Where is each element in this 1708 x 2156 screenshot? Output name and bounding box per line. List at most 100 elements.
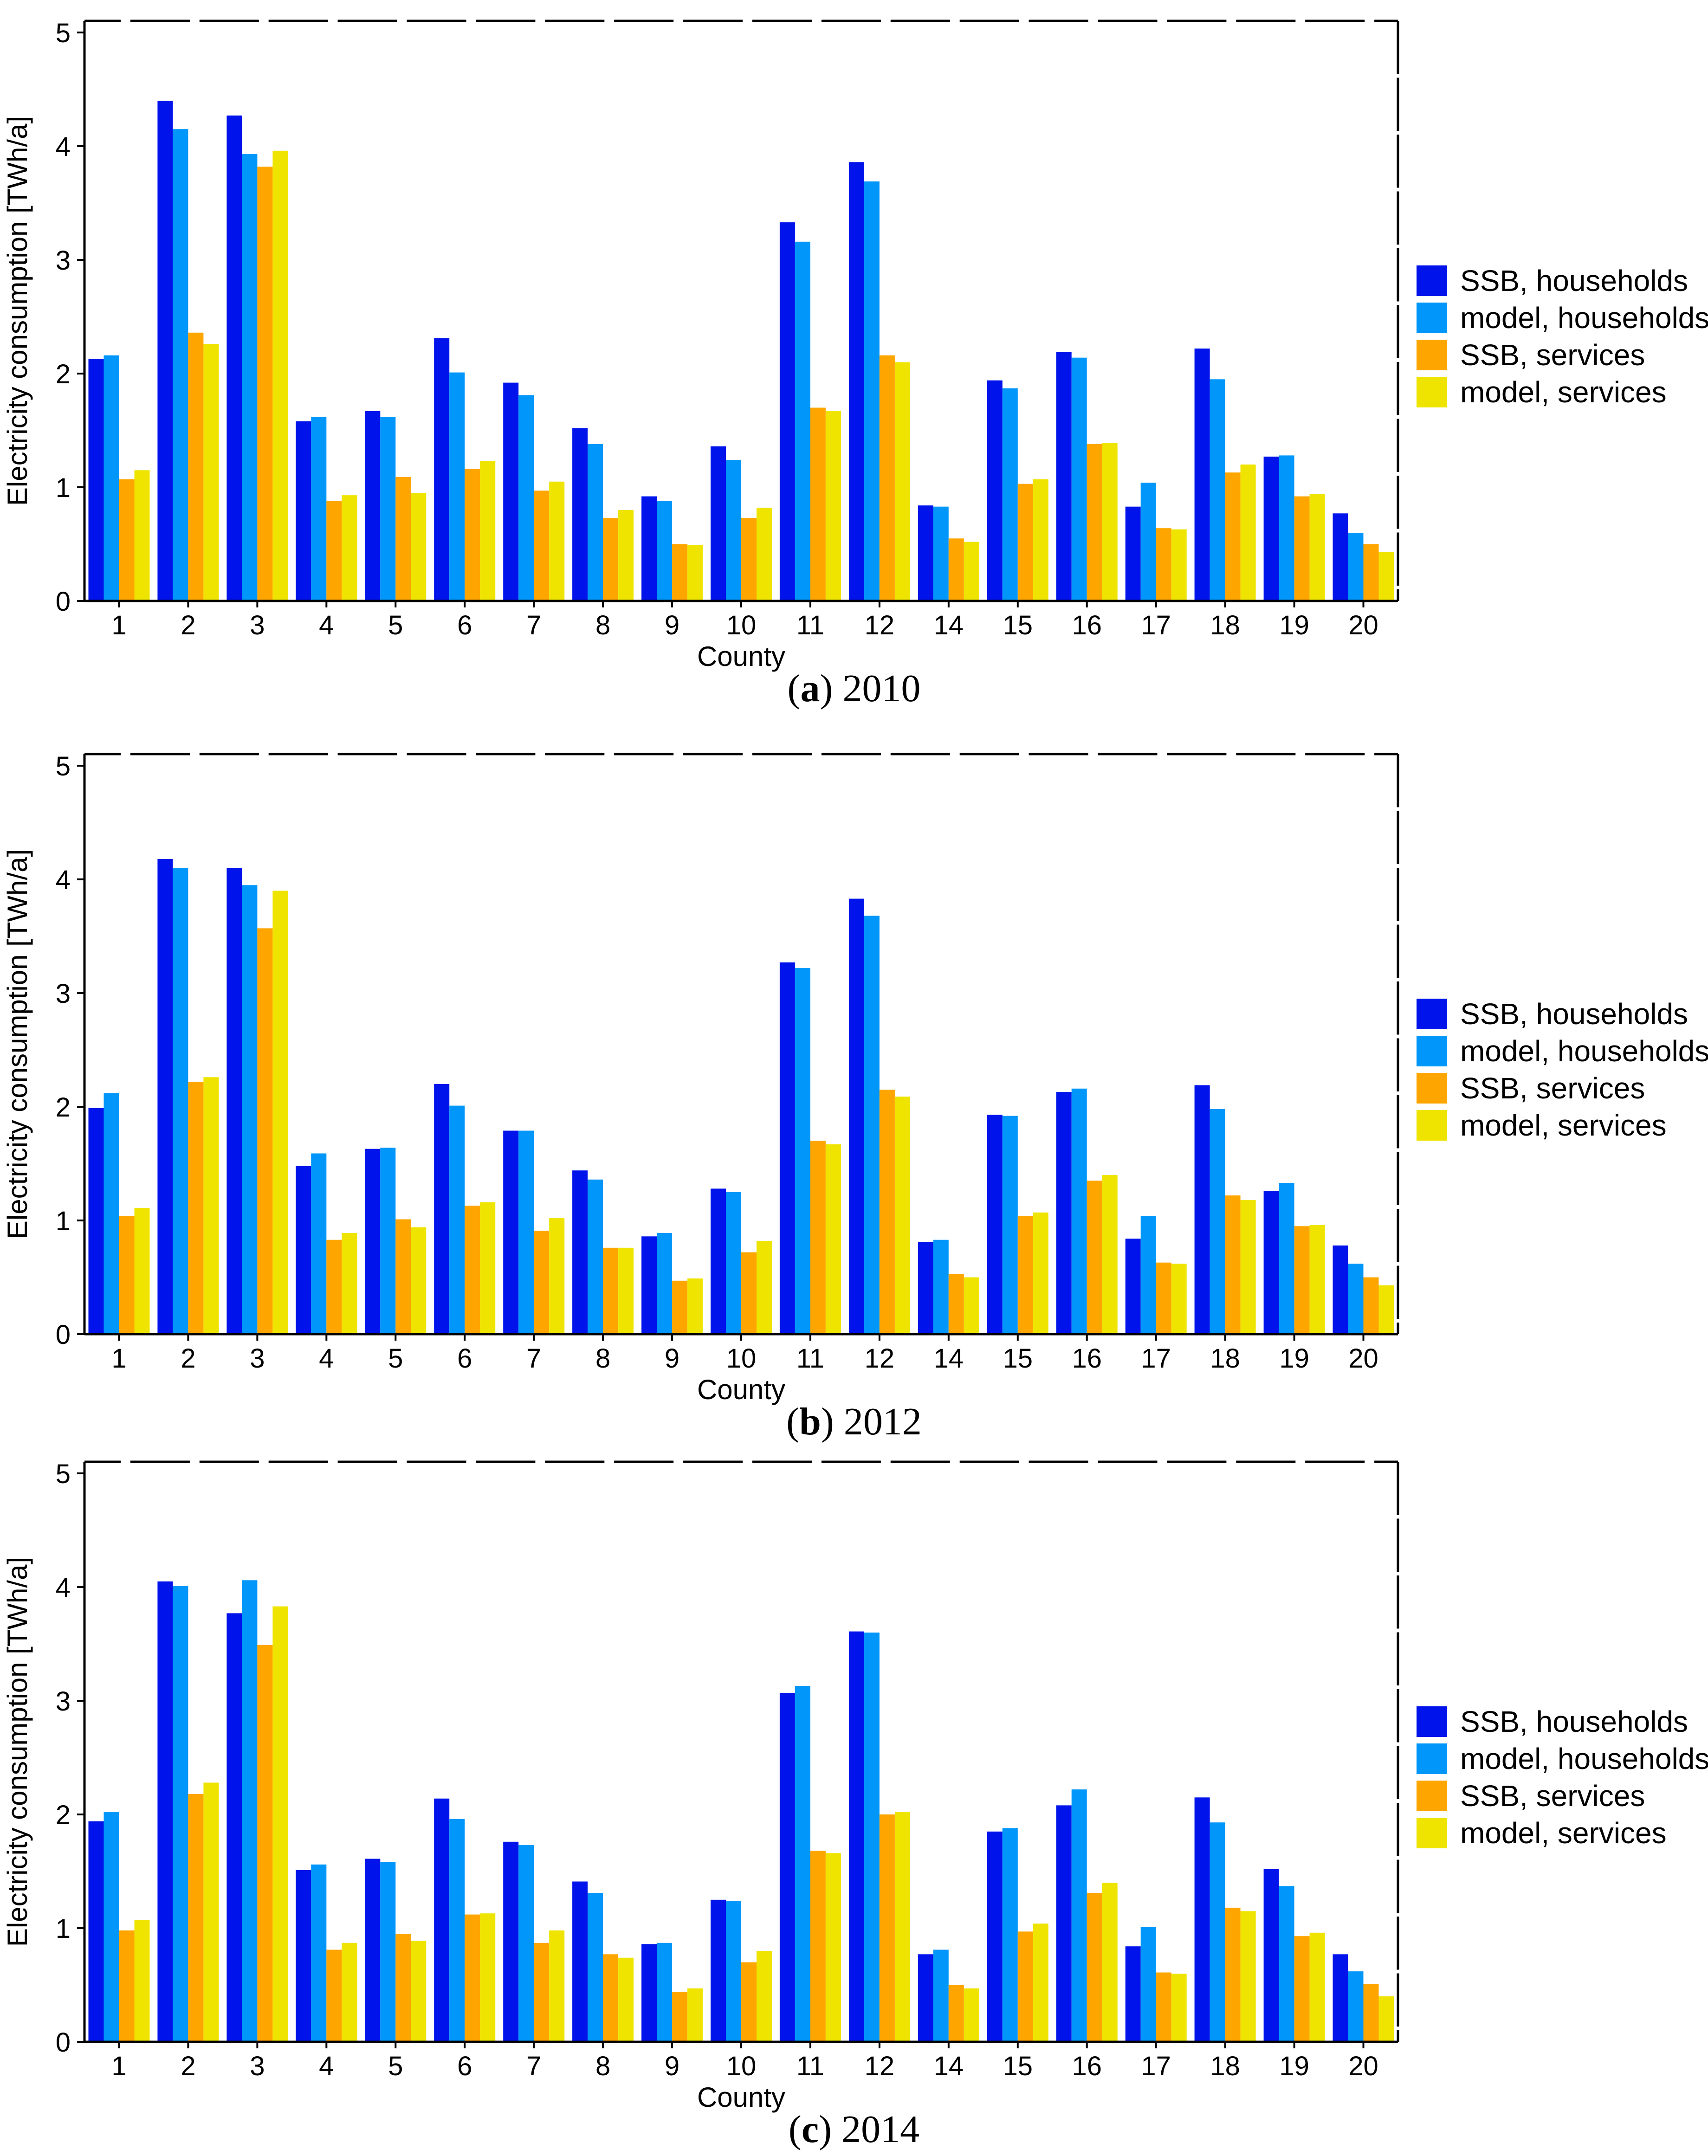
bar-county15-ssb-households <box>987 380 1003 601</box>
x-tick-label: 15 <box>1003 2051 1033 2081</box>
bar-county16-ssb-households <box>1056 1092 1072 1334</box>
y-tick-label: 1 <box>56 1914 71 1944</box>
bar-county7-model-services <box>549 1218 565 1334</box>
legend-2014: SSB, households model, households SSB, ser… <box>1417 1706 1708 1848</box>
bar-county4-ssb-services <box>326 501 342 601</box>
y-tick-label: 0 <box>56 587 71 617</box>
bar-county20-model-households <box>1348 533 1364 601</box>
legend-swatch-ssb-services <box>1417 1781 1447 1811</box>
legend-row-ssb-households: SSB, households <box>1417 265 1708 296</box>
legend-label-ssb-households: SSB, households <box>1460 264 1688 297</box>
bar-county6-model-services <box>480 1202 496 1334</box>
y-tick-label: 3 <box>56 245 71 276</box>
bar-county19-model-households <box>1279 1183 1294 1334</box>
bar-county17-ssb-services <box>1156 1972 1171 2042</box>
bar-county14-model-services <box>964 1988 979 2042</box>
bar-county8-ssb-households <box>572 428 588 601</box>
x-ticks: 1 2 3 4 5 6 7 8 9 10 11 12 14 15 16 17 18 19 20 <box>111 1334 1378 1374</box>
legend-swatch-model-services <box>1417 1818 1447 1848</box>
y-tick-label: 2 <box>56 359 71 389</box>
caption-paren-open: ( <box>788 2108 802 2151</box>
bar-county9-ssb-households <box>641 1944 657 2042</box>
y-tick-label: 4 <box>56 1573 71 1603</box>
bar-county10-ssb-households <box>711 1188 726 1334</box>
bar-county16-ssb-services <box>1087 1893 1102 2042</box>
x-tick-label: 3 <box>250 2051 265 2081</box>
bar-county15-ssb-services <box>1017 1931 1033 2042</box>
bar-county15-model-services <box>1033 479 1048 601</box>
bar-county7-model-services <box>549 1930 565 2042</box>
bar-county7-model-households <box>518 395 534 601</box>
bar-county9-model-households <box>657 501 673 601</box>
bar-county11-model-households <box>795 968 810 1334</box>
bar-county12-model-households <box>864 916 880 1334</box>
bar-county18-ssb-households <box>1194 1797 1210 2042</box>
bar-county17-model-services <box>1171 1974 1187 2042</box>
bar-county8-model-households <box>588 444 603 601</box>
x-tick-label: 18 <box>1210 2051 1240 2081</box>
bar-county11-ssb-services <box>810 1851 826 2042</box>
x-tick-label: 1 <box>111 610 126 640</box>
bar-county12-model-households <box>864 181 880 601</box>
bar-county5-ssb-services <box>395 1219 411 1334</box>
bar-county18-ssb-services <box>1225 1907 1241 2042</box>
bar-county17-model-services <box>1171 529 1187 601</box>
bar-county20-model-services <box>1378 1285 1394 1334</box>
x-tick-label: 9 <box>665 610 679 640</box>
bar-county20-ssb-households <box>1333 1245 1348 1334</box>
x-tick-label: 8 <box>595 2051 610 2081</box>
bar-county9-model-services <box>687 1988 703 2042</box>
x-tick-label: 18 <box>1210 1343 1240 1374</box>
caption-paren-close: ) <box>821 1400 834 1443</box>
x-tick-label: 8 <box>595 610 610 640</box>
bar-county9-ssb-services <box>672 1992 688 2042</box>
x-tick-label: 12 <box>865 1343 895 1374</box>
bar-county19-model-households <box>1279 455 1294 601</box>
bar-county10-ssb-households <box>711 1899 726 2042</box>
bar-county17-ssb-households <box>1125 506 1141 601</box>
legend-label-model-households: model, households <box>1460 301 1708 335</box>
x-tick-label: 10 <box>726 2051 757 2081</box>
bar-county6-model-services <box>480 1913 496 2042</box>
caption-year: 2010 <box>842 667 921 710</box>
bar-county14-ssb-households <box>918 1954 933 2042</box>
bar-county9-ssb-households <box>641 1236 657 1334</box>
x-tick-label: 12 <box>865 610 895 640</box>
bar-county5-model-services <box>411 1227 427 1334</box>
x-ticks: 1 2 3 4 5 6 7 8 9 10 11 12 14 15 16 17 18 19 20 <box>111 2042 1378 2081</box>
x-tick-label: 2 <box>181 1343 195 1374</box>
bar-county8-model-services <box>618 510 634 601</box>
bar-county18-ssb-services <box>1225 1195 1241 1334</box>
bar-county5-ssb-households <box>365 411 381 601</box>
bar-county4-model-services <box>342 1233 357 1335</box>
bar-county8-model-households <box>588 1179 603 1334</box>
bar-county5-model-households <box>380 1148 396 1334</box>
bar-county1-ssb-services <box>119 479 135 601</box>
bar-county14-ssb-services <box>948 538 964 601</box>
legend-swatch-ssb-services <box>1417 1073 1447 1104</box>
bar-county5-model-services <box>411 1941 427 2042</box>
bar-county9-model-households <box>657 1233 673 1335</box>
bar-county16-model-services <box>1102 443 1118 601</box>
bar-county19-model-services <box>1309 494 1325 601</box>
legend-label-model-services: model, services <box>1460 1816 1667 1850</box>
x-tick-label: 14 <box>934 2051 964 2081</box>
bar-county19-ssb-services <box>1294 1226 1310 1335</box>
x-tick-label: 1 <box>111 1343 126 1374</box>
bar-county16-model-services <box>1102 1883 1118 2042</box>
caption-paren-open: ( <box>786 1400 800 1443</box>
legend-label-ssb-services: SSB, services <box>1460 338 1645 372</box>
bar-county11-ssb-households <box>779 1692 795 2042</box>
x-tick-label: 14 <box>934 610 964 640</box>
bar-county14-ssb-services <box>948 1274 964 1334</box>
legend-swatch-model-households <box>1417 303 1447 333</box>
bar-county3-ssb-services <box>257 1645 273 2042</box>
bar-county7-model-households <box>518 1845 534 2042</box>
y-tick-label: 4 <box>56 132 71 162</box>
x-tick-label: 11 <box>796 2051 824 2081</box>
bar-county10-ssb-services <box>741 518 757 601</box>
bar-county19-model-households <box>1279 1886 1294 2042</box>
bar-county11-model-services <box>825 411 841 601</box>
bar-county8-model-services <box>618 1957 634 2042</box>
